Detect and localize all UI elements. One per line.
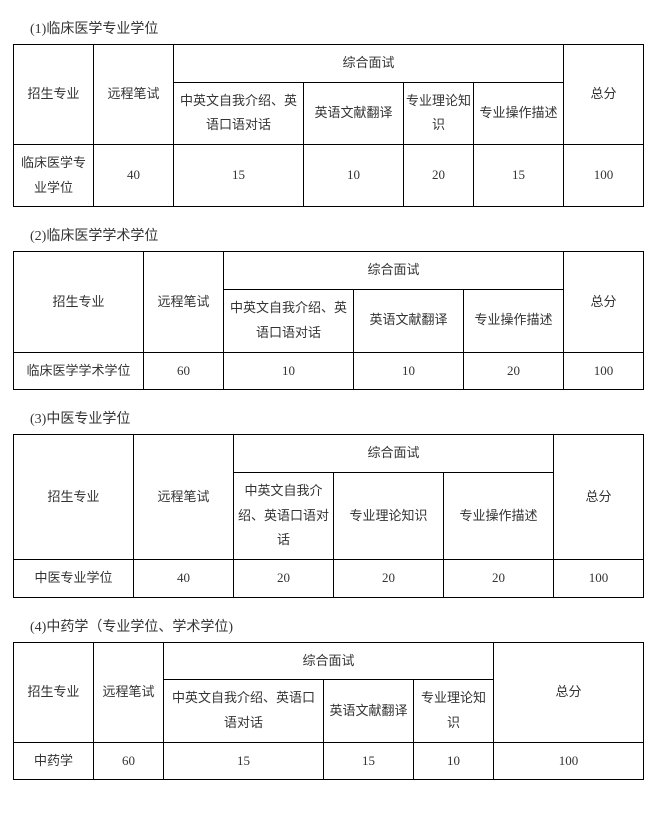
table-4: 招生专业 远程笔试 综合面试 总分 中英文自我介绍、英语口语对话 英语文献翻译 … (13, 642, 644, 781)
table-row: 临床医学学术学位 60 10 10 20 100 (13, 352, 643, 390)
table-1: 招生专业 远程笔试 综合面试 总分 中英文自我介绍、英语口语对话 英语文献翻译 … (13, 44, 644, 207)
col-major: 招生专业 (13, 435, 133, 560)
col-remote: 远程笔试 (143, 252, 223, 352)
table-2: 招生专业 远程笔试 综合面试 总分 中英文自我介绍、英语口语对话 英语文献翻译 … (13, 251, 644, 390)
col-remote: 远程笔试 (93, 642, 163, 742)
cell-intro: 20 (233, 559, 333, 597)
cell-remote: 60 (93, 742, 163, 780)
cell-total: 100 (554, 559, 644, 597)
col-total: 总分 (554, 435, 644, 560)
cell-operate: 15 (473, 145, 563, 207)
sub-intro: 中英文自我介绍、英语口语对话 (173, 82, 303, 144)
sub-theory: 专业理论知识 (413, 680, 493, 742)
cell-trans: 10 (353, 352, 463, 390)
cell-trans: 10 (303, 145, 403, 207)
cell-major: 临床医学专业学位 (13, 145, 93, 207)
cell-total: 100 (564, 145, 644, 207)
sub-trans: 英语文献翻译 (303, 82, 403, 144)
section-title-3: (3)中医专业学位 (30, 408, 647, 428)
sub-trans: 英语文献翻译 (323, 680, 413, 742)
cell-total: 100 (564, 352, 644, 390)
sub-operate: 专业操作描述 (473, 82, 563, 144)
table-row: 临床医学专业学位 40 15 10 20 15 100 (13, 145, 643, 207)
cell-total: 100 (494, 742, 644, 780)
section-title-4: (4)中药学（专业学位、学术学位) (30, 616, 647, 636)
col-total: 总分 (564, 45, 644, 145)
cell-trans: 15 (323, 742, 413, 780)
cell-theory: 10 (413, 742, 493, 780)
cell-major: 中药学 (13, 742, 93, 780)
sub-operate: 专业操作描述 (443, 472, 553, 559)
col-interview: 综合面试 (223, 252, 563, 290)
col-major: 招生专业 (13, 252, 143, 352)
col-interview: 综合面试 (163, 642, 493, 680)
col-remote: 远程笔试 (133, 435, 233, 560)
col-total: 总分 (564, 252, 644, 352)
table-header-row: 招生专业 远程笔试 综合面试 总分 (13, 435, 643, 473)
sub-intro: 中英文自我介绍、英语口语对话 (163, 680, 323, 742)
col-remote: 远程笔试 (93, 45, 173, 145)
cell-theory: 20 (333, 559, 443, 597)
section-title-2: (2)临床医学学术学位 (30, 225, 647, 245)
col-interview: 综合面试 (173, 45, 563, 83)
table-3: 招生专业 远程笔试 综合面试 总分 中英文自我介绍、英语口语对话 专业理论知识 … (13, 434, 644, 597)
cell-operate: 20 (443, 559, 553, 597)
table-header-row: 招生专业 远程笔试 综合面试 总分 (13, 45, 643, 83)
cell-major: 临床医学学术学位 (13, 352, 143, 390)
section-title-1: (1)临床医学专业学位 (30, 18, 647, 38)
sub-theory: 专业理论知识 (333, 472, 443, 559)
cell-intro: 15 (173, 145, 303, 207)
sub-intro: 中英文自我介绍、英语口语对话 (233, 472, 333, 559)
table-row: 中医专业学位 40 20 20 20 100 (13, 559, 643, 597)
sub-theory: 专业理论知识 (403, 82, 473, 144)
col-major: 招生专业 (13, 642, 93, 742)
sub-operate: 专业操作描述 (463, 290, 563, 352)
cell-remote: 60 (143, 352, 223, 390)
cell-intro: 10 (223, 352, 353, 390)
sub-trans: 英语文献翻译 (353, 290, 463, 352)
cell-theory: 20 (403, 145, 473, 207)
cell-major: 中医专业学位 (13, 559, 133, 597)
col-total: 总分 (494, 642, 644, 742)
col-interview: 综合面试 (233, 435, 553, 473)
cell-remote: 40 (133, 559, 233, 597)
cell-intro: 15 (163, 742, 323, 780)
cell-remote: 40 (93, 145, 173, 207)
table-header-row: 招生专业 远程笔试 综合面试 总分 (13, 642, 643, 680)
table-header-row: 招生专业 远程笔试 综合面试 总分 (13, 252, 643, 290)
col-major: 招生专业 (13, 45, 93, 145)
sub-intro: 中英文自我介绍、英语口语对话 (223, 290, 353, 352)
table-row: 中药学 60 15 15 10 100 (13, 742, 643, 780)
cell-operate: 20 (463, 352, 563, 390)
